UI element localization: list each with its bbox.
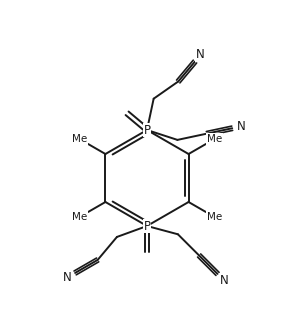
Text: Me: Me xyxy=(207,212,222,222)
Text: P: P xyxy=(143,124,151,137)
Text: N: N xyxy=(237,120,245,133)
Text: Me: Me xyxy=(207,134,222,144)
Text: Me: Me xyxy=(72,134,87,144)
Text: N: N xyxy=(220,274,228,287)
Text: N: N xyxy=(63,271,72,284)
Text: P: P xyxy=(143,220,151,232)
Text: Me: Me xyxy=(72,212,87,222)
Text: N: N xyxy=(196,48,205,61)
